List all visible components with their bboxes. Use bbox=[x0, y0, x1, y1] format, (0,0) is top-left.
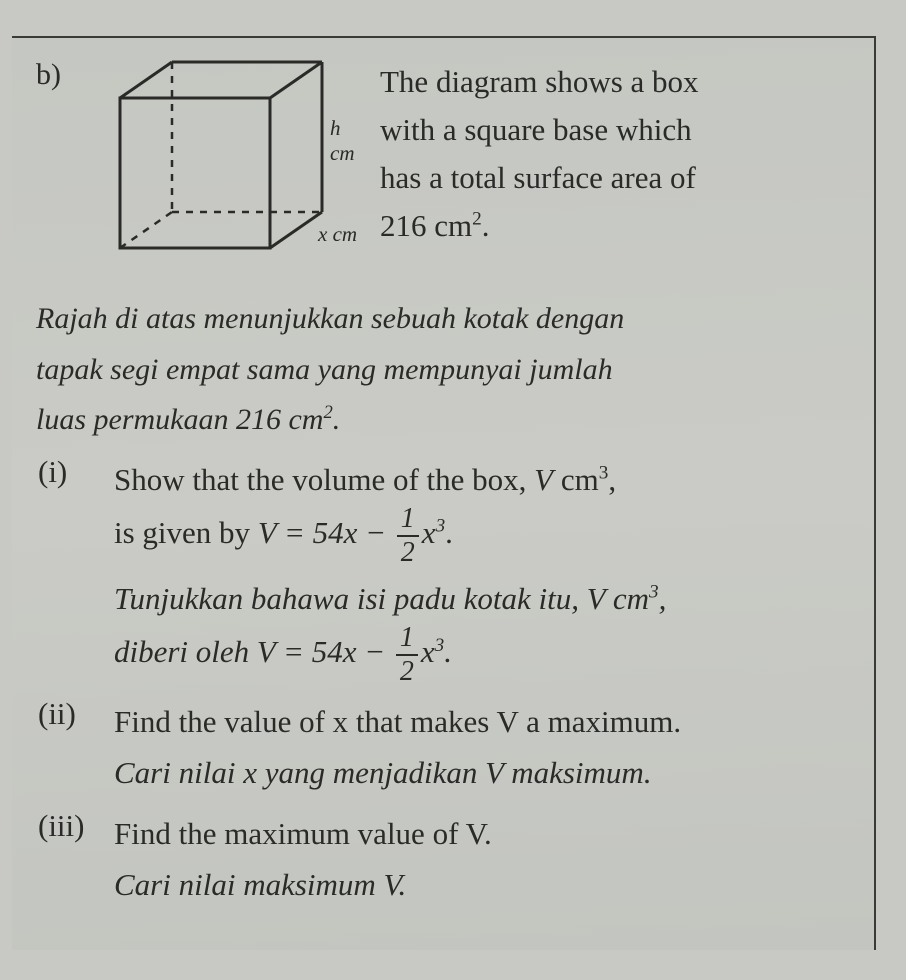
var: V bbox=[534, 462, 553, 497]
part-iii: (iii) Find the maximum value of V. Cari … bbox=[36, 808, 846, 910]
superscript: 3 bbox=[599, 462, 609, 483]
text: is given by bbox=[114, 515, 258, 550]
malay-text: . bbox=[333, 403, 341, 436]
part-ms-line: Tunjukkan bahawa isi padu kotak itu, V c… bbox=[114, 573, 846, 624]
part-body: Find the maximum value of V. Cari nilai … bbox=[114, 808, 846, 910]
frac-den: 2 bbox=[397, 537, 419, 567]
parts-list: (i) Show that the volume of the box, V c… bbox=[36, 454, 846, 911]
fraction: 12 bbox=[396, 624, 418, 686]
text: , bbox=[659, 581, 667, 616]
part-en-line: Find the maximum value of V. bbox=[114, 808, 846, 859]
text: , bbox=[608, 462, 616, 497]
malay-line: tapak segi empat sama yang mempunyai jum… bbox=[36, 347, 846, 394]
desc-line: has a total surface area of bbox=[380, 154, 846, 202]
desc-line: with a square base which bbox=[380, 106, 846, 154]
part-ii: (ii) Find the value of x that makes V a … bbox=[36, 696, 846, 798]
question-label: b) bbox=[36, 56, 80, 270]
part-en-line: Show that the volume of the box, V cm3, bbox=[114, 454, 846, 505]
eq-text: V = 54x − bbox=[258, 515, 394, 550]
part-i: (i) Show that the volume of the box, V c… bbox=[36, 454, 846, 686]
part-number: (iii) bbox=[36, 808, 96, 910]
part-number: (i) bbox=[36, 454, 96, 686]
malay-line: luas permukaan 216 cm2. bbox=[36, 397, 846, 444]
text: . bbox=[445, 515, 453, 550]
part-number: (ii) bbox=[36, 696, 96, 798]
label-x: x cm bbox=[318, 222, 357, 247]
top-row: b) h cm x cm The diagram shows a b bbox=[36, 56, 846, 270]
equation: V = 54x − 12x3 bbox=[258, 515, 445, 550]
superscript: 2 bbox=[323, 402, 332, 423]
description-english: The diagram shows a box with a square ba… bbox=[380, 56, 846, 270]
frac-num: 1 bbox=[396, 624, 418, 656]
question-box: b) h cm x cm The diagram shows a b bbox=[12, 36, 876, 950]
malay-line: Rajah di atas menunjukkan sebuah kotak d… bbox=[36, 296, 846, 343]
part-ms-line: Cari nilai maksimum V. bbox=[114, 859, 846, 910]
superscript: 2 bbox=[472, 209, 482, 230]
text: . bbox=[444, 634, 452, 669]
frac-den: 2 bbox=[396, 656, 418, 686]
part-body: Show that the volume of the box, V cm3, … bbox=[114, 454, 846, 686]
part-ms-line: Cari nilai x yang menjadikan V maksimum. bbox=[114, 747, 846, 798]
desc-text: 216 cm bbox=[380, 208, 472, 243]
superscript: 3 bbox=[436, 515, 446, 536]
text: Show that the volume of the box, bbox=[114, 462, 534, 497]
text: x bbox=[421, 634, 435, 669]
eq-text: x bbox=[422, 515, 436, 550]
fraction: 12 bbox=[397, 505, 419, 567]
desc-line: 216 cm2. bbox=[380, 202, 846, 250]
malay-text: luas permukaan 216 cm bbox=[36, 403, 323, 436]
text: diberi oleh V = 54x − bbox=[114, 634, 393, 669]
text: cm bbox=[553, 462, 599, 497]
part-ms-line: diberi oleh V = 54x − 12x3. bbox=[114, 624, 846, 686]
part-body: Find the value of x that makes V a maxim… bbox=[114, 696, 846, 798]
superscript: 3 bbox=[435, 635, 445, 656]
desc-text: . bbox=[482, 208, 490, 243]
frac-num: 1 bbox=[397, 505, 419, 537]
superscript: 3 bbox=[649, 581, 659, 602]
cube-diagram: h cm x cm bbox=[100, 56, 360, 270]
part-en-line: is given by V = 54x − 12x3. bbox=[114, 505, 846, 567]
part-en-line: Find the value of x that makes V a maxim… bbox=[114, 696, 846, 747]
desc-line: The diagram shows a box bbox=[380, 58, 846, 106]
label-h: h cm bbox=[330, 116, 360, 166]
text: Tunjukkan bahawa isi padu kotak itu, V c… bbox=[114, 581, 649, 616]
